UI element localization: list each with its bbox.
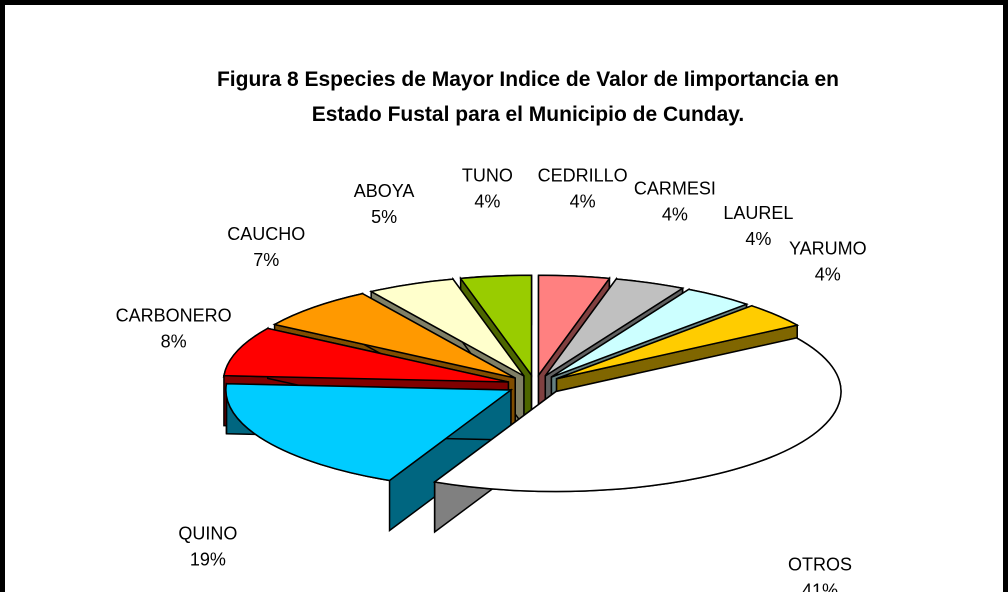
category-label: YARUMO — [789, 238, 867, 258]
slice — [432, 336, 842, 534]
category-label: CAUCHO — [227, 224, 305, 244]
slice-top — [272, 292, 516, 379]
slice-top — [544, 278, 685, 377]
slice-top — [369, 278, 525, 377]
pie — [222, 274, 842, 534]
category-label: LAUREL — [723, 203, 793, 223]
category-label: ABOYA — [354, 181, 415, 201]
slice-top — [223, 327, 509, 383]
slice-top — [537, 274, 611, 378]
value-label: 41% — [802, 581, 838, 592]
category-label: TUNO — [462, 166, 513, 186]
value-label: 4% — [570, 192, 596, 212]
slice-top — [551, 288, 749, 378]
slice-top — [459, 274, 533, 378]
slice-top — [432, 337, 842, 493]
value-label: 4% — [815, 264, 841, 284]
chart-title: Figura 8 Especies de Mayor Indice de Val… — [217, 68, 839, 91]
slice-top — [225, 382, 514, 482]
chart-subtitle: Estado Fustal para el Municipio de Cunda… — [312, 103, 745, 126]
category-label: CEDRILLO — [538, 166, 628, 186]
value-label: 19% — [190, 549, 226, 569]
category-label: QUINO — [178, 523, 237, 543]
slice — [225, 382, 514, 532]
category-label: CARMESI — [634, 178, 716, 198]
value-label: 7% — [253, 250, 279, 270]
value-label: 8% — [161, 332, 187, 352]
slice-top — [556, 305, 800, 380]
value-label: 4% — [662, 204, 688, 224]
category-label: OTROS — [788, 555, 852, 575]
value-label: 4% — [474, 192, 500, 212]
value-label: 4% — [745, 229, 771, 249]
value-label: 5% — [371, 207, 397, 227]
category-label: CARBONERO — [116, 306, 232, 326]
